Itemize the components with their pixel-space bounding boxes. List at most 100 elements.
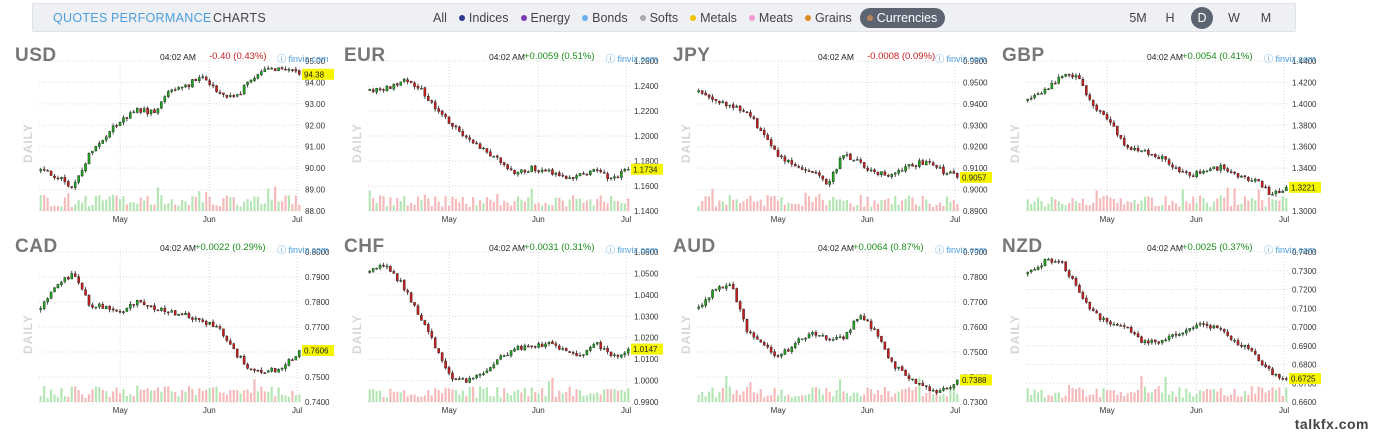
candle-body [153, 305, 156, 310]
last-price-tag [960, 374, 992, 386]
volume-bar [143, 390, 146, 402]
candle-body [904, 166, 907, 172]
chart-panel-gbp[interactable]: 1.4400 1.4200 1.4000 1.3800 1.3600 1.3400 1.32… [1002, 45, 1322, 225]
info-icon: ⓘ [606, 245, 618, 255]
volume-bar [475, 397, 478, 402]
filter-meats[interactable]: Meats [748, 11, 793, 25]
candle-body [745, 111, 749, 114]
y-tick-label: 0.7300 [1292, 267, 1317, 276]
chart-source-link[interactable]: ⓘ finviz.com [935, 243, 987, 256]
volume-bar [246, 199, 249, 211]
filter-indices[interactable]: Indices [458, 11, 509, 25]
timeframe-h[interactable]: H [1165, 11, 1175, 25]
chart-panel-cad[interactable]: 0.80000.79000.78000.77000.76000.75000.74… [15, 236, 335, 416]
volume-bar [835, 390, 838, 402]
volume-bar [1254, 393, 1257, 402]
chart-panel-usd[interactable]: 95.00 94.00 93.00 92.00 91.00 90.00 89.00 88.00… [15, 45, 335, 225]
y-tick-label: 0.7500 [963, 348, 988, 357]
y-tick-label: 1.2400 [634, 82, 659, 91]
filter-energy[interactable]: Energy [520, 11, 570, 25]
timeframe-5m[interactable]: 5M [1129, 11, 1147, 25]
volume-bar [115, 195, 118, 211]
chart-source-link[interactable]: ⓘ finviz.com [935, 52, 987, 65]
candle-body [918, 160, 921, 167]
candle-body [53, 175, 56, 179]
candle-body [914, 165, 918, 167]
candle-body [897, 366, 900, 369]
volume-bar [701, 201, 704, 211]
candle-body [578, 355, 582, 357]
volume-bar [596, 198, 599, 211]
volume-bar [413, 394, 416, 402]
chart-source-link[interactable]: ⓘ finviz.com [606, 52, 658, 65]
volume-bar [1167, 394, 1171, 402]
candle-body [949, 171, 952, 174]
filter-softs[interactable]: Softs [639, 11, 678, 25]
candle-body [623, 352, 627, 356]
chart-source-link[interactable]: ⓘ finviz.com [277, 52, 329, 65]
candle-body [756, 118, 759, 129]
filter-currencies[interactable]: Currencies [859, 8, 946, 28]
chart-panel-chf[interactable]: 1.0600 1.0500 1.0400 1.0300 1.0200 1.0100 1.00… [344, 236, 664, 416]
candle-body [704, 299, 707, 306]
volume-bar [558, 197, 561, 211]
candle-body [471, 378, 475, 380]
volume-bar [205, 389, 208, 402]
volume-bar [1278, 200, 1281, 211]
chart-panel-nzd[interactable]: 0.7400 0.7300 0.7200 0.7100 0.7000 0.6900 0.68… [1002, 236, 1322, 416]
candle-body [828, 181, 831, 185]
chart-symbol: CHF [344, 236, 385, 257]
volume-bar [492, 396, 495, 402]
chart-source-link[interactable]: ⓘ finviz.com [1264, 52, 1316, 65]
filter-all[interactable]: All [433, 11, 447, 25]
candle-body [1181, 171, 1185, 173]
filter-grains[interactable]: Grains [804, 11, 852, 25]
chart-source-link[interactable]: ⓘ finviz.com [606, 243, 658, 256]
volume-bar [1130, 202, 1133, 211]
y-tick-label: 0.7100 [1292, 304, 1317, 313]
timeframe-d[interactable]: D [1191, 7, 1213, 29]
candle-body [382, 89, 385, 91]
filter-metals[interactable]: Metals [690, 11, 737, 25]
top-navigation-bar: QUOTES PERFORMANCE CHARTS All Indices Energy… [32, 3, 1296, 32]
volume-bar [287, 195, 291, 211]
volume-bar [1040, 201, 1043, 211]
candle-body [416, 305, 420, 315]
volume-bar [1261, 387, 1264, 402]
candle-body [1167, 335, 1171, 340]
volume-bar [749, 382, 752, 402]
volume-bar [389, 388, 392, 402]
timeframe-w[interactable]: W [1228, 11, 1240, 25]
candle-body [564, 348, 568, 352]
tab-performance[interactable]: PERFORMANCE [111, 11, 212, 25]
volume-bar [91, 204, 94, 211]
volume-bar [828, 199, 831, 211]
chart-panel-jpy[interactable]: 0.9600 0.9500 0.9400 0.9300 0.9200 0.9100 0.90… [673, 45, 993, 225]
tab-charts[interactable]: CHARTS [213, 11, 266, 25]
chart-panel-eur[interactable]: 1.2600 1.2400 1.2200 1.2000 1.1800 1.1600 1.14… [344, 45, 664, 225]
filter-bonds[interactable]: Bonds [582, 11, 628, 25]
volume-bar [1240, 203, 1243, 211]
x-tick-label: May [1100, 215, 1115, 224]
chart-source-link[interactable]: ⓘ finviz.com [277, 243, 329, 256]
volume-bar [603, 201, 606, 211]
volume-bar [739, 394, 742, 402]
chart-source-link[interactable]: ⓘ finviz.com [1264, 243, 1316, 256]
candle-body [1178, 167, 1181, 173]
volume-bar [1123, 396, 1126, 402]
candle-body [818, 335, 821, 337]
candle-body [1174, 333, 1178, 336]
candle-body [249, 368, 253, 370]
candle-body [804, 337, 807, 340]
candle-body [392, 271, 396, 274]
volume-bar [859, 195, 862, 211]
candle-body [924, 161, 928, 166]
tab-quotes[interactable]: QUOTES [53, 11, 108, 25]
timeframe-m[interactable]: M [1260, 11, 1272, 25]
candle-body [1143, 340, 1147, 343]
volume-bar [1074, 389, 1078, 402]
volume-bar [1223, 197, 1226, 211]
chart-panel-aud[interactable]: 0.79000.78000.77000.76000.75000.74000.73… [673, 236, 993, 416]
candle-body [385, 85, 389, 92]
volume-bar [1219, 388, 1222, 402]
